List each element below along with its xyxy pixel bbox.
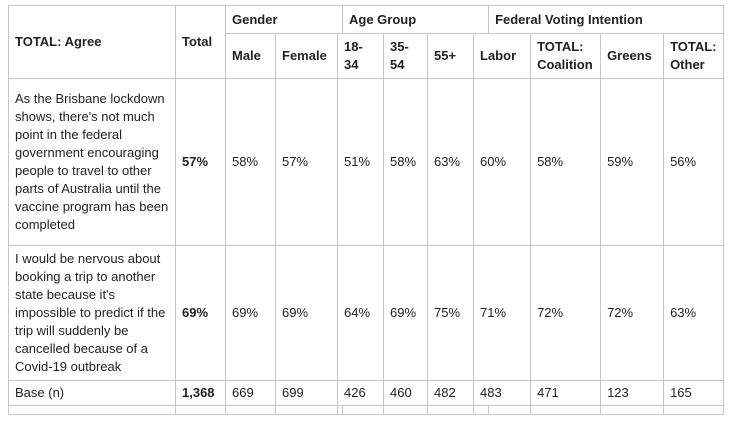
column-header-35-54: 35-54	[383, 33, 429, 79]
data-row-brisbane-lockdown: As the Brisbane lockdown shows, there's …	[8, 78, 725, 246]
empty-cell	[275, 405, 338, 415]
value-cell-18-34: 64%	[336, 245, 385, 381]
question-cell: I would be nervous about booking a trip …	[8, 245, 176, 381]
column-header-coalition: TOTAL: Coalition	[530, 33, 602, 79]
base-cell-greens: 123	[600, 380, 665, 406]
group-header-voting: Federal Voting Intention	[488, 5, 725, 34]
value-cell-total: 69%	[175, 245, 226, 381]
value-cell-greens: 72%	[600, 245, 665, 381]
empty-cell	[427, 405, 475, 415]
value-cell-labor: 71%	[473, 245, 532, 381]
data-row-nervous-booking: I would be nervous about booking a trip …	[8, 245, 725, 381]
base-label-cell: Base (n)	[8, 380, 176, 406]
group-header-gender: Gender	[224, 5, 344, 34]
value-cell-female: 57%	[275, 78, 338, 246]
empty-cell	[600, 405, 665, 415]
empty-cell	[473, 405, 490, 415]
value-cell-coalition: 58%	[530, 78, 602, 246]
column-header-18-34: 18-34	[336, 33, 385, 79]
column-header-row: Male Female 18-34 35-54 55+ Labor TOTAL:…	[9, 33, 725, 79]
empty-cell	[663, 405, 725, 415]
value-cell-male: 69%	[225, 245, 276, 381]
empty-cell	[225, 405, 276, 415]
value-cell-35-54: 69%	[383, 245, 429, 381]
value-cell-other: 63%	[663, 245, 725, 381]
base-cell-female: 699	[275, 380, 338, 406]
value-cell-greens: 59%	[600, 78, 665, 246]
value-cell-18-34: 51%	[336, 78, 385, 246]
question-cell: As the Brisbane lockdown shows, there's …	[8, 78, 176, 246]
total-column-header: Total	[175, 5, 226, 79]
base-cell-male: 669	[225, 380, 276, 406]
column-header-male: Male	[225, 33, 276, 79]
empty-cell	[175, 405, 226, 415]
empty-footer-row	[8, 405, 725, 415]
value-cell-other: 56%	[663, 78, 725, 246]
column-header-other: TOTAL: Other	[663, 33, 725, 79]
value-cell-coalition: 72%	[530, 245, 602, 381]
column-header-55plus: 55+	[427, 33, 475, 79]
page: TOTAL: Agree Total Gender Age Group Fede…	[0, 5, 731, 427]
group-header-row: TOTAL: Agree Total Gender Age Group Fede…	[8, 5, 725, 79]
survey-crosstab-table: TOTAL: Agree Total Gender Age Group Fede…	[8, 5, 725, 415]
base-cell-coalition: 471	[530, 380, 602, 406]
base-cell-18-34: 426	[336, 380, 385, 406]
empty-cell	[336, 405, 344, 415]
base-cell-labor: 483	[473, 380, 532, 406]
empty-cell	[530, 405, 602, 415]
value-cell-total: 57%	[175, 78, 226, 246]
base-row: Base (n) 1,368 669 699 426 460 482 483 4…	[8, 380, 725, 406]
base-cell-other: 165	[663, 380, 725, 406]
column-header-labor: Labor	[473, 33, 532, 79]
value-cell-55plus: 63%	[427, 78, 475, 246]
empty-cell	[488, 405, 532, 415]
corner-header-cell: TOTAL: Agree	[8, 5, 176, 79]
group-header-age: Age Group	[342, 5, 490, 34]
column-header-female: Female	[275, 33, 338, 79]
base-cell-35-54: 460	[383, 380, 429, 406]
value-cell-55plus: 75%	[427, 245, 475, 381]
empty-cell	[383, 405, 429, 415]
column-header-greens: Greens	[600, 33, 665, 79]
value-cell-labor: 60%	[473, 78, 532, 246]
base-cell-55plus: 482	[427, 380, 475, 406]
empty-cell	[342, 405, 385, 415]
value-cell-female: 69%	[275, 245, 338, 381]
base-cell-total: 1,368	[175, 380, 226, 406]
empty-cell	[8, 405, 176, 415]
value-cell-35-54: 58%	[383, 78, 429, 246]
value-cell-male: 58%	[225, 78, 276, 246]
